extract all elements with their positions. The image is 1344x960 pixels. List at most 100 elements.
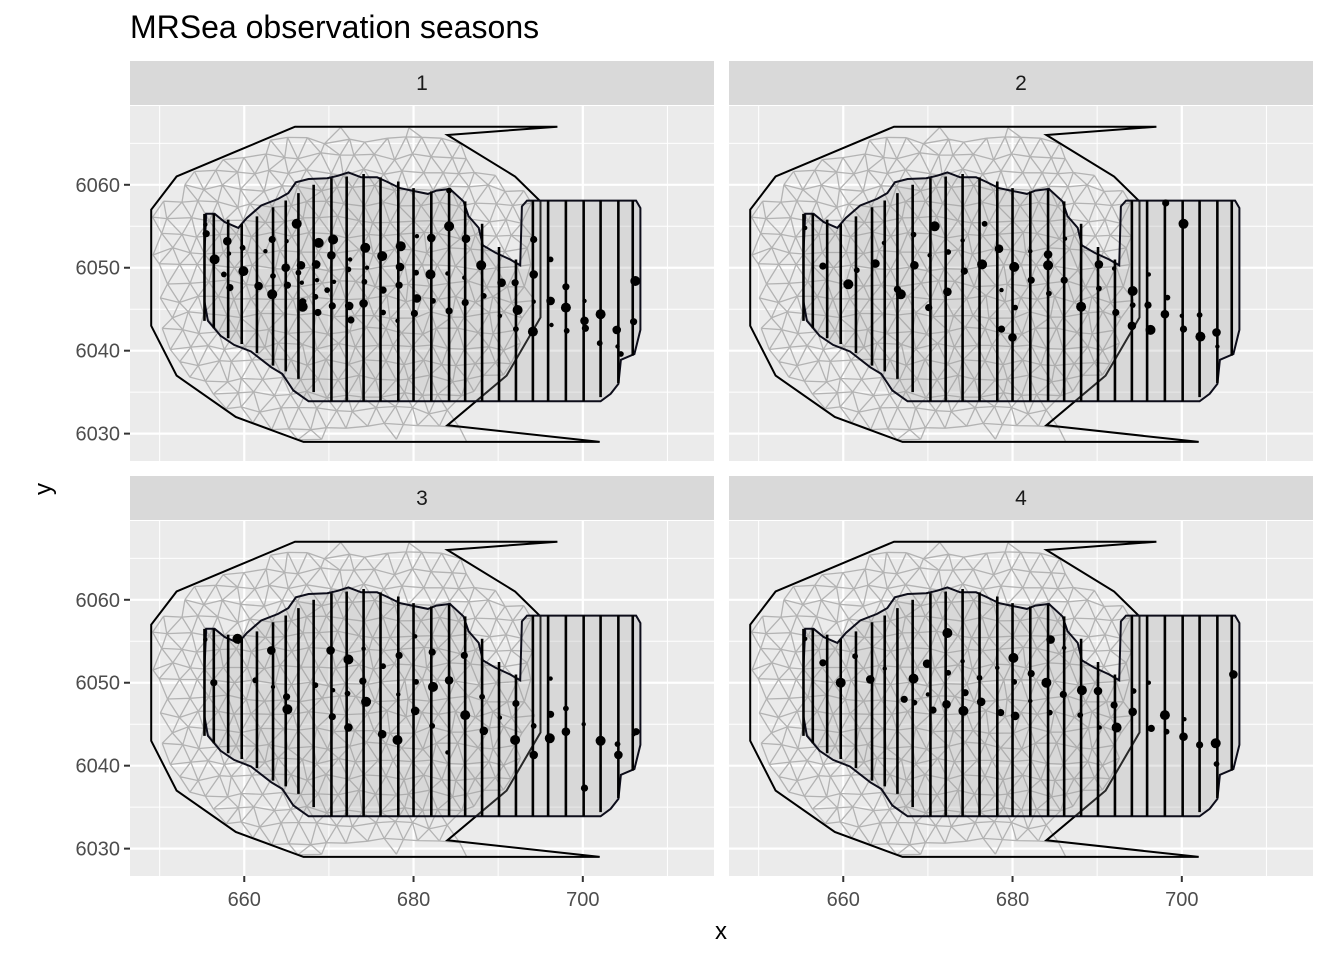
- y-tick-label: 6060: [76, 590, 121, 612]
- facet-strip: [729, 476, 1313, 520]
- observation-point: [497, 313, 503, 318]
- observation-point: [296, 261, 306, 270]
- observation-point: [511, 279, 519, 287]
- y-tick-label: 6050: [76, 673, 121, 695]
- observation-point: [331, 279, 337, 284]
- observation-point: [1179, 325, 1188, 333]
- observation-point: [1077, 712, 1084, 718]
- observation-point: [295, 269, 302, 276]
- observation-point: [267, 646, 276, 655]
- observation-point: [1046, 635, 1055, 644]
- observation-point: [1147, 724, 1155, 733]
- observation-point: [630, 276, 641, 286]
- observation-point: [270, 684, 276, 690]
- observation-point: [803, 636, 808, 641]
- observation-point: [580, 784, 589, 792]
- observation-point: [1179, 313, 1185, 318]
- observation-point: [1060, 276, 1068, 284]
- observation-point: [1128, 707, 1137, 717]
- observation-point: [283, 281, 291, 289]
- observation-point: [1130, 688, 1137, 694]
- observation-point: [581, 324, 590, 332]
- observation-point: [425, 269, 436, 280]
- observation-point: [252, 677, 259, 684]
- observation-point: [314, 278, 320, 283]
- observation-point: [563, 327, 570, 334]
- observation-point: [1076, 685, 1087, 696]
- observation-point: [925, 692, 931, 697]
- observation-point: [994, 244, 1004, 253]
- observation-point: [327, 251, 336, 260]
- observation-point: [530, 723, 537, 729]
- observation-point: [1027, 276, 1035, 284]
- observation-point: [359, 299, 368, 308]
- inner-boundary: [802, 586, 1241, 818]
- observation-point: [203, 637, 208, 642]
- observation-point: [476, 260, 487, 271]
- observation-point: [377, 251, 388, 262]
- observation-point: [314, 308, 322, 317]
- observation-point: [560, 302, 571, 313]
- inner-boundary: [802, 171, 1241, 403]
- observation-point: [1012, 304, 1018, 311]
- facet-strip-label: 4: [1015, 487, 1027, 510]
- observation-point: [446, 187, 452, 194]
- observation-point: [1046, 709, 1053, 716]
- observation-point: [562, 283, 570, 291]
- observation-point: [461, 299, 469, 307]
- observation-point: [1096, 285, 1102, 292]
- observation-point: [1011, 679, 1018, 685]
- observation-point: [1212, 328, 1221, 337]
- observation-point: [612, 325, 621, 335]
- observation-point: [1213, 761, 1220, 767]
- observation-point: [976, 674, 983, 681]
- observation-point: [1043, 260, 1054, 271]
- x-tick-label: 700: [1165, 889, 1198, 911]
- observation-point: [976, 697, 986, 707]
- observation-point: [614, 741, 621, 747]
- observation-point: [497, 715, 503, 720]
- observation-point: [544, 733, 555, 744]
- observation-point: [1046, 290, 1052, 297]
- observation-point: [313, 237, 324, 248]
- observation-point: [881, 240, 887, 246]
- x-axis-title: x: [715, 918, 727, 945]
- x-tick-label: 680: [397, 889, 430, 911]
- facet-strip-label: 2: [1015, 72, 1027, 95]
- observation-point: [852, 653, 858, 660]
- observation-point: [221, 271, 227, 278]
- observation-point: [1164, 294, 1171, 301]
- observation-point: [291, 218, 302, 229]
- observation-point: [413, 634, 418, 639]
- observation-point: [615, 344, 620, 349]
- facet-strip: [130, 61, 714, 105]
- observation-point: [1010, 711, 1020, 721]
- facet-strip-label: 3: [416, 487, 428, 510]
- observation-point: [1111, 266, 1117, 271]
- observation-point: [324, 287, 331, 293]
- observation-point: [1160, 309, 1170, 319]
- observation-point: [942, 628, 953, 638]
- observation-point: [270, 273, 276, 279]
- observation-point: [444, 221, 455, 232]
- observation-point: [462, 275, 467, 280]
- observation-point: [997, 709, 1005, 717]
- observation-point: [895, 289, 906, 300]
- observation-point: [209, 254, 220, 265]
- observation-point: [910, 231, 917, 238]
- observation-point: [347, 316, 355, 324]
- observation-point: [267, 289, 278, 300]
- observation-point: [1110, 701, 1118, 709]
- observation-point: [819, 659, 827, 667]
- observation-point: [312, 293, 319, 300]
- observation-point: [929, 706, 937, 714]
- observation-point: [961, 689, 969, 697]
- observation-point: [995, 665, 1000, 670]
- observation-point: [444, 676, 454, 685]
- observation-point: [1145, 324, 1156, 335]
- observation-point: [395, 262, 405, 272]
- x-tick-label: 660: [827, 889, 860, 911]
- observation-point: [1112, 308, 1120, 317]
- facet-strip: [729, 61, 1313, 105]
- observation-point: [427, 233, 436, 243]
